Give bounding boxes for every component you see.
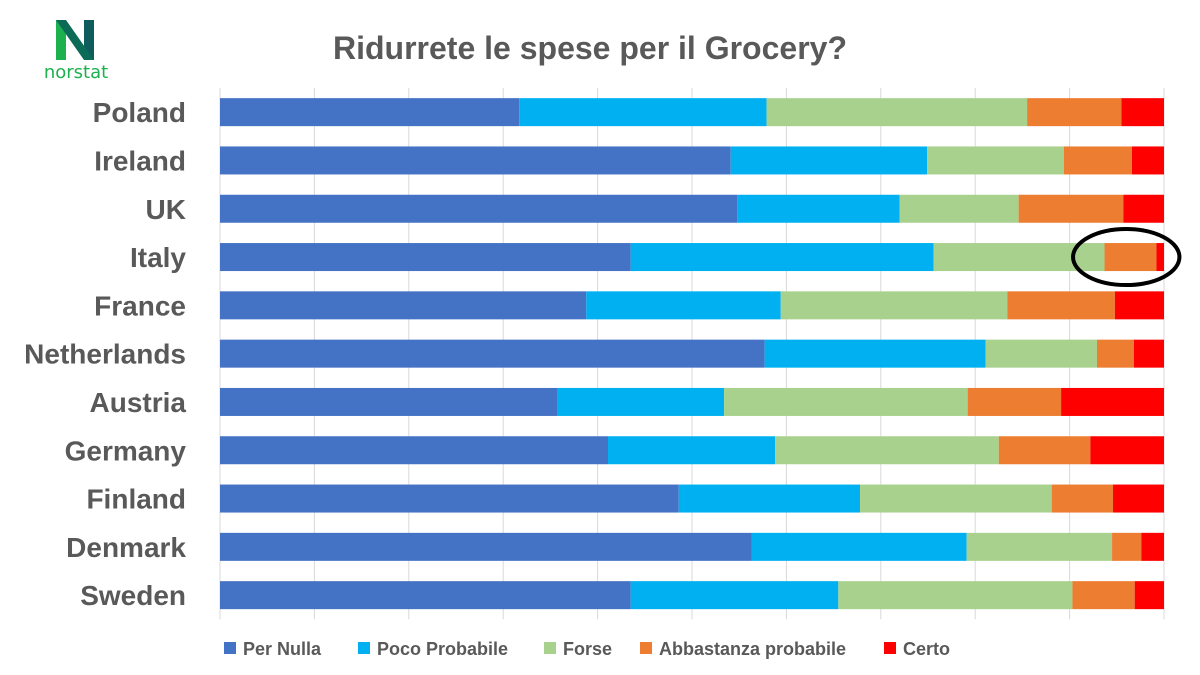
bar-segment — [1096, 339, 1134, 368]
category-label: Finland — [86, 484, 186, 515]
category-label: Netherlands — [24, 339, 186, 370]
category-label: Sweden — [80, 580, 186, 611]
bar-segment — [1131, 146, 1164, 175]
category-label: France — [94, 290, 186, 321]
bar-segment — [1134, 581, 1164, 610]
bar-segment — [1156, 243, 1164, 272]
bar-segment — [1141, 532, 1164, 561]
legend-label: Forse — [563, 639, 612, 659]
bar-segment — [630, 243, 934, 272]
bar-segment — [933, 243, 1105, 272]
bar-segment — [220, 484, 679, 513]
bar-segment — [607, 436, 776, 465]
bar-segment — [998, 436, 1091, 465]
norstat-n-icon — [56, 20, 94, 60]
bar-segment — [630, 581, 839, 610]
bar-segment — [220, 387, 558, 416]
bar-segment — [899, 194, 1019, 223]
bar-segment — [780, 291, 1008, 320]
bar-segment — [220, 291, 587, 320]
bar-segment — [1090, 436, 1164, 465]
bar-segment — [724, 387, 968, 416]
legend-swatch — [884, 642, 896, 654]
legend-swatch — [224, 642, 236, 654]
bar-segment — [1104, 243, 1157, 272]
bar-segment — [220, 436, 608, 465]
bar-segment — [1112, 532, 1142, 561]
category-label: Denmark — [66, 532, 186, 563]
bar-segment — [1114, 291, 1164, 320]
bar-segment — [1072, 581, 1135, 610]
legend-label: Poco Probabile — [377, 639, 508, 659]
bar-segment — [860, 484, 1052, 513]
bar-segment — [220, 339, 765, 368]
norstat-logo: norstat — [36, 18, 116, 83]
bar-segment — [737, 194, 900, 223]
legend-label: Per Nulla — [243, 639, 322, 659]
bar-segment — [1133, 339, 1164, 368]
highlight-ellipse — [1071, 227, 1182, 288]
bar-segment — [1051, 484, 1114, 513]
bar-segment — [220, 194, 738, 223]
bar-segment — [220, 98, 520, 127]
legend-swatch — [544, 642, 556, 654]
bar-segment — [557, 387, 725, 416]
bar-segment — [1007, 291, 1115, 320]
category-label: Germany — [65, 435, 187, 466]
bar-segment — [1018, 194, 1124, 223]
bar-segment — [927, 146, 1064, 175]
bar-segment — [1121, 98, 1164, 127]
legend-label: Abbastanza probabile — [659, 639, 846, 659]
bar-segment — [586, 291, 781, 320]
bar-segment — [1063, 146, 1132, 175]
category-label: Italy — [130, 242, 186, 273]
bar-segment — [967, 387, 1062, 416]
bar-segment — [1061, 387, 1164, 416]
bar-segment — [985, 339, 1097, 368]
bar-segment — [775, 436, 999, 465]
bar-segment — [220, 243, 631, 272]
category-label: Poland — [93, 97, 186, 128]
bar-segment — [678, 484, 861, 513]
legend-label: Certo — [903, 639, 950, 659]
brand-name: norstat — [43, 62, 109, 83]
bar-segment — [1027, 98, 1122, 127]
legend-swatch — [640, 642, 652, 654]
bar-segment — [220, 581, 631, 610]
bar-segment — [220, 532, 752, 561]
bar-segment — [1113, 484, 1164, 513]
bar-segment — [519, 98, 767, 127]
bar-segment — [966, 532, 1113, 561]
chart-title: Ridurrete le spese per il Grocery? — [333, 30, 847, 66]
category-label: UK — [146, 194, 186, 225]
bar-segment — [764, 339, 986, 368]
category-label: Ireland — [94, 145, 186, 176]
legend-swatch — [358, 642, 370, 654]
bar-segment — [766, 98, 1028, 127]
category-label: Austria — [90, 387, 187, 418]
bar-segment — [1123, 194, 1164, 223]
bar-segment — [730, 146, 928, 175]
bar-segment — [838, 581, 1073, 610]
bar-segment — [751, 532, 967, 561]
bar-segment — [220, 146, 731, 175]
